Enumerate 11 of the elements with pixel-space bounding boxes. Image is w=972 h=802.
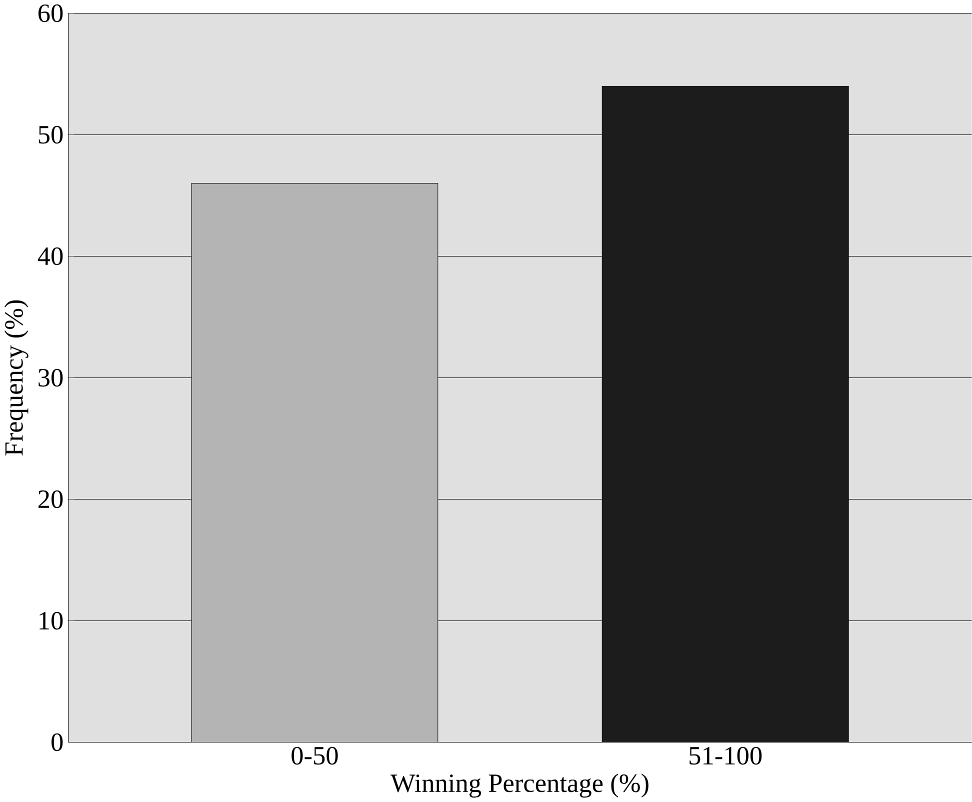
x-tick-label: 0-50 [292, 746, 338, 765]
y-tick-label: 40 [38, 247, 63, 266]
y-tick-label: 10 [40, 612, 63, 630]
y-tick-label: 0 [52, 733, 63, 752]
x-axis-title: Winning Percentage (%) [390, 774, 648, 798]
y-tick-label: 50 [38, 126, 63, 144]
y-tick-label: 20 [38, 490, 63, 508]
y-axis-title: Frequency (%) [4, 300, 28, 456]
y-tick-label: 30 [38, 368, 63, 387]
x-tick-label: 51-100 [690, 746, 762, 765]
y-tick-label: 60 [38, 4, 63, 22]
